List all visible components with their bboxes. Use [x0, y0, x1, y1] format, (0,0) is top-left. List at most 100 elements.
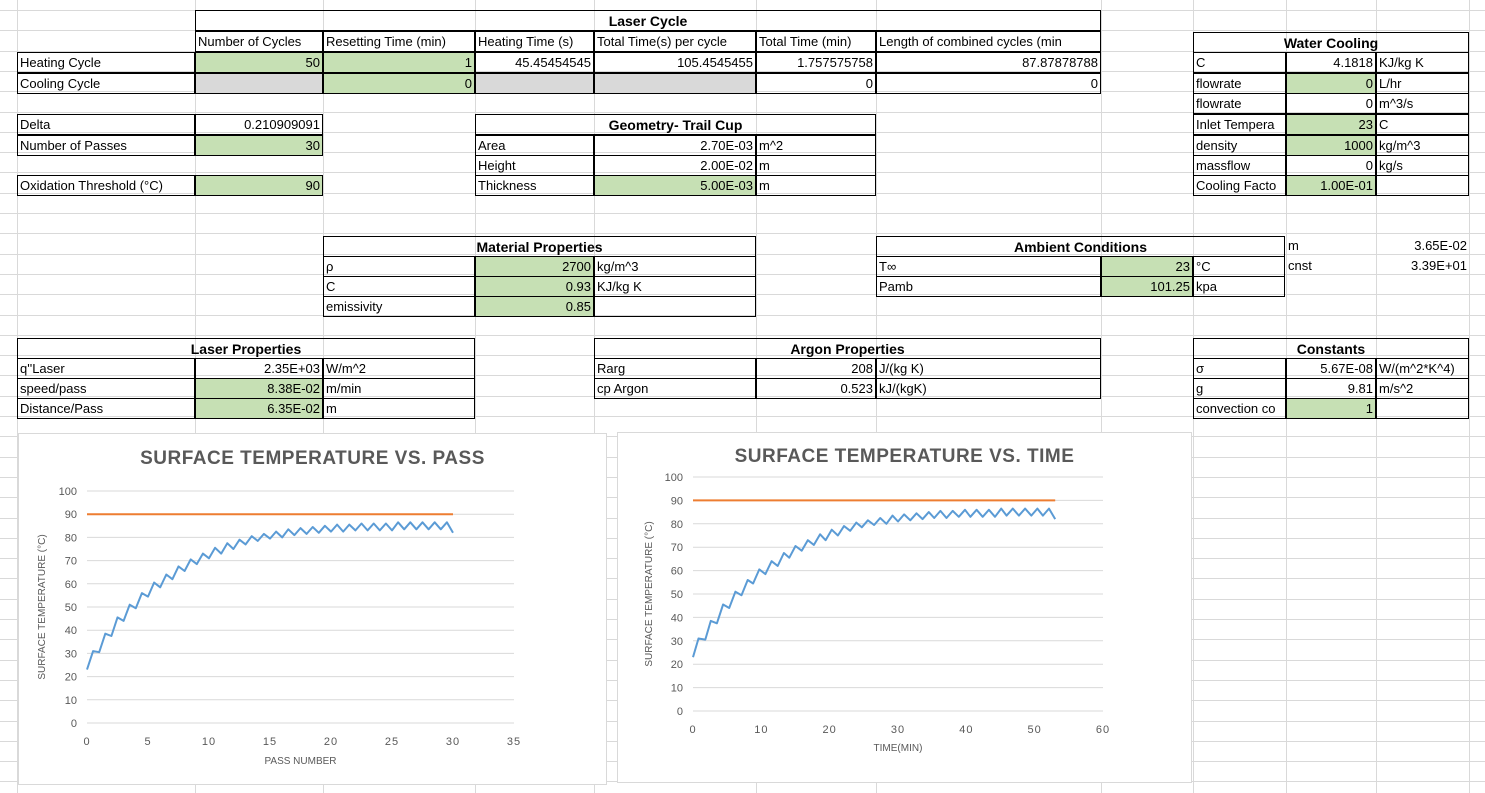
constants-convection-label[interactable]: convection co	[1193, 398, 1286, 419]
cooling-number-of-cycles[interactable]	[195, 73, 323, 94]
ambient-tinf-unit[interactable]: °C	[1193, 256, 1285, 277]
geometry-height-label[interactable]: Height	[475, 155, 594, 176]
delta-label[interactable]: Delta	[17, 114, 195, 135]
water-massflow-unit[interactable]: kg/s	[1376, 155, 1469, 176]
water-c-value[interactable]: 4.1818	[1286, 52, 1376, 73]
number-of-passes-label[interactable]: Number of Passes	[17, 135, 195, 156]
ambient-tinf-label[interactable]: T∞	[876, 256, 1101, 277]
material-c-label[interactable]: C	[323, 276, 475, 297]
cooling-heating-time[interactable]	[475, 73, 594, 94]
water-inlet-temp-value[interactable]: 23	[1286, 114, 1376, 135]
header-length-combined[interactable]: Length of combined cycles (min	[876, 31, 1101, 52]
m-label[interactable]: m	[1288, 238, 1299, 253]
constants-g-label[interactable]: g	[1193, 378, 1286, 399]
water-c-unit[interactable]: KJ/kg K	[1376, 52, 1469, 73]
header-total-time-min[interactable]: Total Time (min)	[756, 31, 876, 52]
water-c-label[interactable]: C	[1193, 52, 1286, 73]
water-density-unit[interactable]: kg/m^3	[1376, 135, 1469, 156]
water-flowrate-lhr-label[interactable]: flowrate	[1193, 73, 1286, 94]
material-emissivity-unit[interactable]	[594, 296, 756, 317]
argon-rarg-label[interactable]: Rarg	[594, 358, 756, 379]
water-flowrate-lhr-value[interactable]: 0	[1286, 73, 1376, 94]
constants-sigma-value[interactable]: 5.67E-08	[1286, 358, 1376, 379]
laser-q-value[interactable]: 2.35E+03	[195, 358, 323, 379]
constants-sigma-label[interactable]: σ	[1193, 358, 1286, 379]
material-c-unit[interactable]: KJ/kg K	[594, 276, 756, 297]
laser-distance-unit[interactable]: m	[323, 398, 475, 419]
constants-sigma-unit[interactable]: W/(m^2*K^4)	[1376, 358, 1469, 379]
heating-resetting-time[interactable]: 1	[323, 52, 475, 73]
heating-total-time-min[interactable]: 1.757575758	[756, 52, 876, 73]
argon-cp-label[interactable]: cp Argon	[594, 378, 756, 399]
water-cooling-factor-label[interactable]: Cooling Facto	[1193, 175, 1286, 196]
water-inlet-temp-label[interactable]: Inlet Tempera	[1193, 114, 1286, 135]
cnst-label[interactable]: cnst	[1288, 258, 1312, 273]
laser-speed-value[interactable]: 8.38E-02	[195, 378, 323, 399]
argon-cp-unit[interactable]: kJ/(kgK)	[876, 378, 1101, 399]
heating-cycle-label[interactable]: Heating Cycle	[17, 52, 195, 73]
water-density-label[interactable]: density	[1193, 135, 1286, 156]
argon-cp-value[interactable]: 0.523	[756, 378, 876, 399]
geometry-area-value[interactable]: 2.70E-03	[594, 135, 756, 156]
material-rho-value[interactable]: 2700	[475, 256, 594, 277]
water-inlet-temp-unit[interactable]: C	[1376, 114, 1469, 135]
header-number-of-cycles[interactable]: Number of Cycles	[195, 31, 323, 52]
laser-q-unit[interactable]: W/m^2	[323, 358, 475, 379]
heating-heating-time[interactable]: 45.45454545	[475, 52, 594, 73]
laser-speed-label[interactable]: speed/pass	[17, 378, 195, 399]
cooling-resetting-time[interactable]: 0	[323, 73, 475, 94]
ambient-pamb-unit[interactable]: kpa	[1193, 276, 1285, 297]
water-flowrate-lhr-unit[interactable]: L/hr	[1376, 73, 1469, 94]
header-total-time-per-cycle[interactable]: Total Time(s) per cycle	[594, 31, 756, 52]
laser-speed-unit[interactable]: m/min	[323, 378, 475, 399]
oxidation-threshold-label[interactable]: Oxidation Threshold (°C)	[17, 175, 195, 196]
constants-g-value[interactable]: 9.81	[1286, 378, 1376, 399]
constants-convection-value[interactable]: 1	[1286, 398, 1376, 419]
material-rho-label[interactable]: ρ	[323, 256, 475, 277]
header-heating-time[interactable]: Heating Time (s)	[475, 31, 594, 52]
geometry-thickness-unit[interactable]: m	[756, 175, 876, 196]
ambient-tinf-value[interactable]: 23	[1101, 256, 1193, 277]
water-flowrate-m3s-label[interactable]: flowrate	[1193, 93, 1286, 114]
laser-distance-value[interactable]: 6.35E-02	[195, 398, 323, 419]
heating-total-time-per-cycle[interactable]: 105.4545455	[594, 52, 756, 73]
chart-temp-vs-pass[interactable]: SURFACE TEMPERATURE VS. PASS 0 10 20 30 40 50…	[18, 433, 607, 785]
material-rho-unit[interactable]: kg/m^3	[594, 256, 756, 277]
heating-number-of-cycles[interactable]: 50	[195, 52, 323, 73]
water-density-value[interactable]: 1000	[1286, 135, 1376, 156]
constants-g-unit[interactable]: m/s^2	[1376, 378, 1469, 399]
material-c-value[interactable]: 0.93	[475, 276, 594, 297]
water-cooling-factor-value[interactable]: 1.00E-01	[1286, 175, 1376, 196]
laser-distance-label[interactable]: Distance/Pass	[17, 398, 195, 419]
geometry-height-unit[interactable]: m	[756, 155, 876, 176]
m-value[interactable]: 3.65E-02	[1414, 238, 1467, 253]
cooling-cycle-label[interactable]: Cooling Cycle	[17, 73, 195, 94]
argon-rarg-unit[interactable]: J/(kg K)	[876, 358, 1101, 379]
delta-value[interactable]: 0.210909091	[195, 114, 323, 135]
geometry-area-label[interactable]: Area	[475, 135, 594, 156]
geometry-height-value[interactable]: 2.00E-02	[594, 155, 756, 176]
geometry-area-unit[interactable]: m^2	[756, 135, 876, 156]
water-massflow-value[interactable]: 0	[1286, 155, 1376, 176]
water-cooling-factor-unit[interactable]	[1376, 175, 1469, 196]
heating-length-combined[interactable]: 87.87878788	[876, 52, 1101, 73]
water-massflow-label[interactable]: massflow	[1193, 155, 1286, 176]
cooling-length-combined[interactable]: 0	[876, 73, 1101, 94]
cnst-value[interactable]: 3.39E+01	[1410, 258, 1467, 273]
water-flowrate-m3s-unit[interactable]: m^3/s	[1376, 93, 1469, 114]
ambient-pamb-value[interactable]: 101.25	[1101, 276, 1193, 297]
header-resetting-time[interactable]: Resetting Time (min)	[323, 31, 475, 52]
oxidation-threshold-value[interactable]: 90	[195, 175, 323, 196]
cooling-total-time-min[interactable]: 0	[756, 73, 876, 94]
constants-convection-unit[interactable]	[1376, 398, 1469, 419]
water-flowrate-m3s-value[interactable]: 0	[1286, 93, 1376, 114]
cooling-total-time-per-cycle[interactable]	[594, 73, 756, 94]
chart-temp-vs-time[interactable]: SURFACE TEMPERATURE VS. TIME 0 10 20 30 40 50…	[617, 432, 1192, 783]
material-emissivity-label[interactable]: emissivity	[323, 296, 475, 317]
geometry-thickness-value[interactable]: 5.00E-03	[594, 175, 756, 196]
material-emissivity-value[interactable]: 0.85	[475, 296, 594, 317]
laser-q-label[interactable]: q''Laser	[17, 358, 195, 379]
geometry-thickness-label[interactable]: Thickness	[475, 175, 594, 196]
number-of-passes-value[interactable]: 30	[195, 135, 323, 156]
